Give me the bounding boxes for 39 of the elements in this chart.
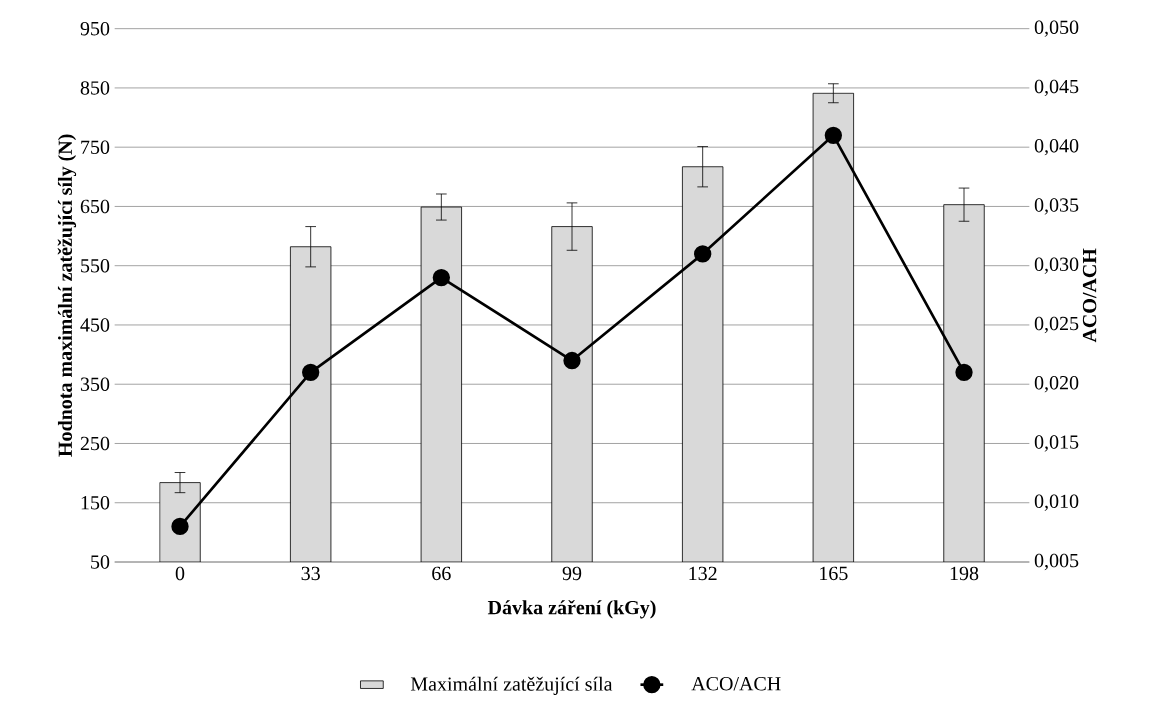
y2-tick-label: 0,035 (1034, 198, 1079, 215)
y2-tick-label: 0,005 (1034, 553, 1079, 571)
x-tick-label: 132 (689, 566, 717, 581)
y2-tick-label: 0,020 (1034, 376, 1079, 393)
y-axis-title: Hodnota maximální zatěžující síly (N) (57, 134, 77, 457)
x-axis-title: Dávka záření (kGy) (487, 600, 656, 619)
x-tick-label: 66 (432, 566, 451, 581)
x-tick-label: 198 (950, 566, 979, 581)
y-tick-label: 850 (80, 81, 110, 95)
x-tick-label: 0 (175, 566, 185, 581)
y2-tick-label: 0,010 (1034, 494, 1079, 511)
y2-tick-label: 0,050 (1034, 20, 1079, 37)
point (694, 245, 712, 263)
y2-tick-label: 0,045 (1034, 79, 1079, 97)
y-tick-label: 750 (81, 140, 110, 154)
y-tick-label: 950 (80, 21, 110, 36)
y-tick-label: 450 (80, 318, 110, 332)
point (955, 363, 973, 382)
legend-label: Maximální zatěžující síla (410, 676, 613, 695)
y2-tick-label: 0,015 (1034, 435, 1079, 452)
y2-axis-title: ACO/ACH (1082, 248, 1097, 343)
point (563, 351, 581, 370)
x-tick-label: 33 (301, 566, 320, 581)
y-tick-label: 250 (80, 436, 110, 451)
point (302, 363, 320, 382)
y2-tick-label: 0,025 (1034, 316, 1079, 334)
point (824, 126, 843, 144)
y-tick-label: 150 (81, 495, 110, 510)
y2-tick-label: 0,030 (1034, 257, 1079, 274)
y-tick-label: 350 (80, 377, 110, 391)
x-tick-label: 99 (562, 566, 582, 581)
point (171, 517, 189, 536)
legend-label: ACO/ACH (691, 677, 781, 691)
x-tick-label: 165 (820, 566, 848, 581)
y-tick-label: 50 (91, 555, 110, 569)
y-tick-label: 650 (80, 199, 110, 214)
y2-tick-label: 0,040 (1034, 138, 1079, 156)
y-tick-label: 550 (81, 258, 110, 273)
point (432, 268, 451, 287)
